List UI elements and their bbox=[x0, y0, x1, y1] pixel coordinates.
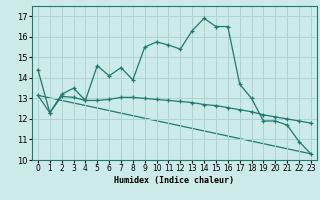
X-axis label: Humidex (Indice chaleur): Humidex (Indice chaleur) bbox=[115, 176, 234, 185]
